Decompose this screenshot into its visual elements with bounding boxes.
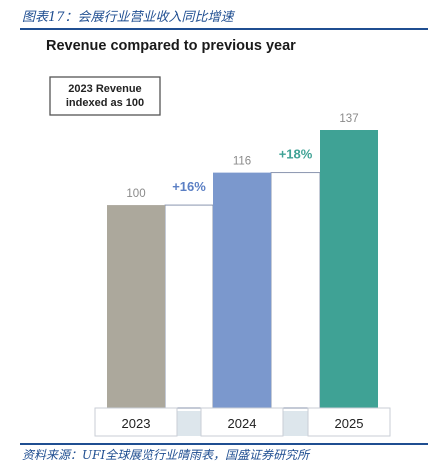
tick-label-2023: 2023: [122, 416, 151, 431]
growth-label: +18%: [279, 147, 313, 162]
figure-caption: 图表17：会展行业营业收入同比增速: [22, 10, 234, 25]
caption-rule: [20, 28, 428, 30]
category-box: [94, 407, 178, 437]
growth-label: +16%: [172, 179, 206, 194]
value-label: 100: [126, 188, 145, 200]
bar-2023: [107, 205, 165, 408]
note-text-line: indexed as 100: [66, 97, 144, 109]
bar-2024: [213, 172, 271, 408]
category-box: [200, 407, 284, 437]
note-box: [49, 76, 161, 116]
tick-label-2024: 2024: [228, 416, 257, 431]
source-note: 资料来源：UFI全球展览行业晴雨表，国盛证券研究所: [22, 448, 310, 462]
value-label: 116: [233, 156, 251, 168]
note-text-line: 2023 Revenue: [68, 83, 141, 95]
growth-connector: [164, 204, 214, 409]
tick-label-2025: 2025: [335, 416, 364, 431]
chart-title: Revenue compared to previous year: [46, 38, 296, 54]
bar-2025: [320, 130, 378, 408]
source-rule: [20, 443, 428, 445]
category-box: [307, 407, 391, 437]
growth-connector: [270, 172, 321, 409]
value-label: 137: [339, 113, 358, 125]
